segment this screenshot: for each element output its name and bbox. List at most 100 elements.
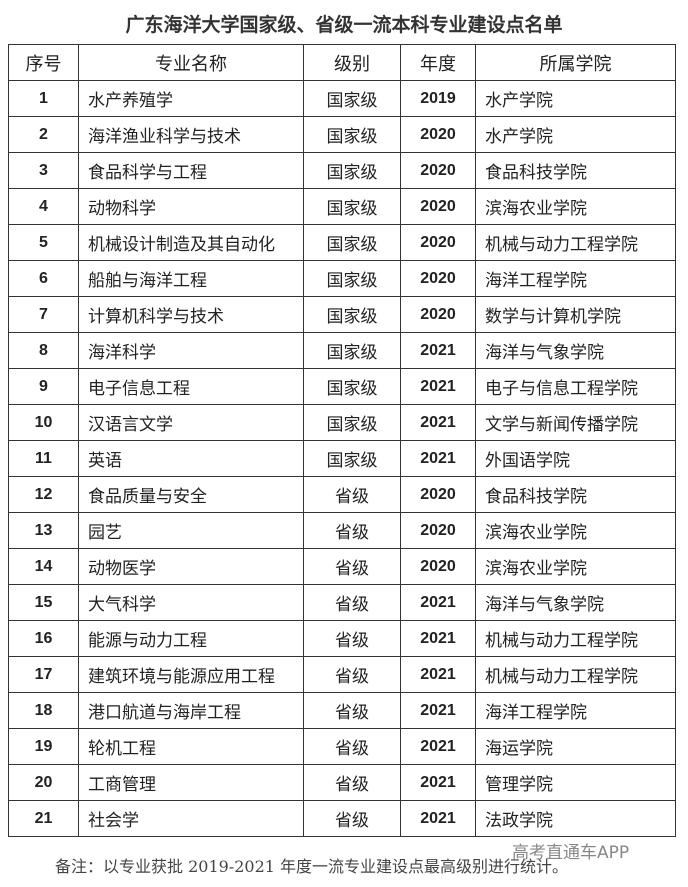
cell-college: 海洋与气象学院 [475,584,676,621]
cell-year: 2020 [400,548,476,585]
cell-year: 2020 [400,224,476,261]
cell-index: 16 [8,620,79,657]
table-row: 1 水产养殖学 国家级 2019 水产学院 [8,80,676,117]
cell-level: 省级 [303,692,401,729]
cell-year: 2021 [400,764,476,801]
cell-index: 3 [8,152,79,189]
cell-major: 水产养殖学 [78,80,304,117]
cell-level: 国家级 [303,116,401,153]
cell-year: 2021 [400,728,476,765]
cell-level: 国家级 [303,440,401,477]
header-major: 专业名称 [78,44,304,81]
cell-level: 省级 [303,728,401,765]
cell-year: 2021 [400,656,476,693]
cell-college: 机械与动力工程学院 [475,224,676,261]
cell-level: 国家级 [303,260,401,297]
cell-level: 国家级 [303,224,401,261]
cell-college: 电子与信息工程学院 [475,368,676,405]
cell-college: 食品科技学院 [475,476,676,513]
header-level: 级别 [303,44,401,81]
cell-major: 英语 [78,440,304,477]
table-row: 19 轮机工程 省级 2021 海运学院 [8,728,676,765]
cell-major: 汉语言文学 [78,404,304,441]
cell-index: 5 [8,224,79,261]
cell-college: 海运学院 [475,728,676,765]
cell-major: 动物医学 [78,548,304,585]
cell-index: 20 [8,764,79,801]
cell-college: 水产学院 [475,80,676,117]
table-row: 20 工商管理 省级 2021 管理学院 [8,764,676,801]
cell-college: 外国语学院 [475,440,676,477]
cell-level: 国家级 [303,152,401,189]
cell-major: 社会学 [78,800,304,837]
cell-major: 工商管理 [78,764,304,801]
cell-major: 园艺 [78,512,304,549]
table-row: 5 机械设计制造及其自动化 国家级 2020 机械与动力工程学院 [8,224,676,261]
cell-college: 滨海农业学院 [475,548,676,585]
cell-college: 水产学院 [475,116,676,153]
table-row: 15 大气科学 省级 2021 海洋与气象学院 [8,584,676,621]
cell-college: 海洋工程学院 [475,692,676,729]
cell-level: 国家级 [303,80,401,117]
cell-major: 能源与动力工程 [78,620,304,657]
footnote: 备注：以专业获批 2019-2021 年度一流专业建设点最高级别进行统计。 [55,857,569,876]
cell-index: 6 [8,260,79,297]
cell-year: 2021 [400,692,476,729]
document-title: 广东海洋大学国家级、省级一流本科专业建设点名单 [125,14,563,36]
cell-college: 食品科技学院 [475,152,676,189]
cell-level: 省级 [303,548,401,585]
table-header-row: 序号 专业名称 级别 年度 所属学院 [8,44,676,81]
cell-major: 轮机工程 [78,728,304,765]
cell-college: 滨海农业学院 [475,188,676,225]
cell-level: 省级 [303,764,401,801]
cell-level: 国家级 [303,296,401,333]
cell-year: 2021 [400,620,476,657]
cell-major: 食品科学与工程 [78,152,304,189]
cell-year: 2021 [400,584,476,621]
cell-index: 15 [8,584,79,621]
table-row: 14 动物医学 省级 2020 滨海农业学院 [8,548,676,585]
table-row: 9 电子信息工程 国家级 2021 电子与信息工程学院 [8,368,676,405]
cell-major: 食品质量与安全 [78,476,304,513]
cell-year: 2021 [400,332,476,369]
cell-level: 省级 [303,476,401,513]
table-row: 10 汉语言文学 国家级 2021 文学与新闻传播学院 [8,404,676,441]
watermark: 高考直通车APP [512,843,630,863]
cell-year: 2020 [400,476,476,513]
cell-level: 省级 [303,800,401,837]
cell-major: 海洋科学 [78,332,304,369]
cell-college: 滨海农业学院 [475,512,676,549]
cell-college: 管理学院 [475,764,676,801]
cell-year: 2020 [400,296,476,333]
cell-major: 船舶与海洋工程 [78,260,304,297]
cell-college: 文学与新闻传播学院 [475,404,676,441]
cell-index: 19 [8,728,79,765]
cell-index: 9 [8,368,79,405]
cell-level: 国家级 [303,332,401,369]
cell-major: 计算机科学与技术 [78,296,304,333]
cell-index: 13 [8,512,79,549]
table-row: 17 建筑环境与能源应用工程 省级 2021 机械与动力工程学院 [8,656,676,693]
cell-level: 国家级 [303,404,401,441]
cell-major: 大气科学 [78,584,304,621]
majors-table: 序号 专业名称 级别 年度 所属学院 1 水产养殖学 国家级 2019 水产学院 2 海洋渔… [8,44,676,837]
cell-level: 省级 [303,512,401,549]
cell-year: 2020 [400,188,476,225]
table-row: 3 食品科学与工程 国家级 2020 食品科技学院 [8,152,676,189]
header-college: 所属学院 [475,44,676,81]
table-row: 6 船舶与海洋工程 国家级 2020 海洋工程学院 [8,260,676,297]
header-year: 年度 [400,44,476,81]
cell-major: 机械设计制造及其自动化 [78,224,304,261]
cell-year: 2021 [400,800,476,837]
cell-index: 10 [8,404,79,441]
table-row: 4 动物科学 国家级 2020 滨海农业学院 [8,188,676,225]
cell-major: 电子信息工程 [78,368,304,405]
cell-level: 省级 [303,620,401,657]
cell-level: 省级 [303,584,401,621]
cell-index: 14 [8,548,79,585]
cell-level: 国家级 [303,188,401,225]
cell-college: 海洋工程学院 [475,260,676,297]
cell-year: 2021 [400,368,476,405]
cell-index: 17 [8,656,79,693]
